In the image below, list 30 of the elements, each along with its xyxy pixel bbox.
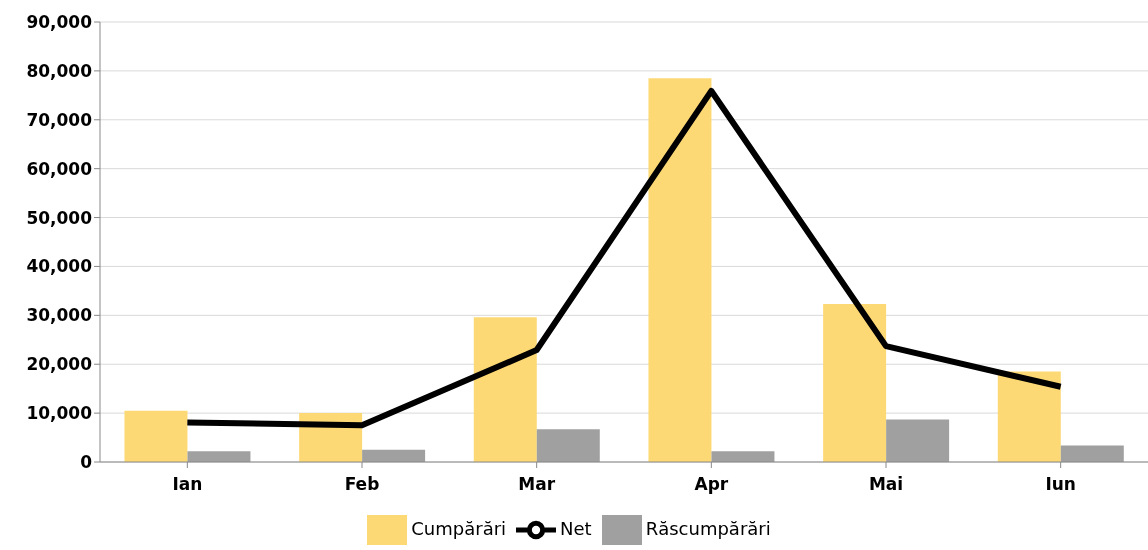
bar <box>1060 445 1124 462</box>
legend-label: Cumpărări <box>411 518 507 539</box>
bar <box>997 371 1061 462</box>
x-tick-label: Iun <box>1045 474 1076 495</box>
bar <box>124 410 188 462</box>
y-tick-label: 70,000 <box>26 109 93 130</box>
bar <box>823 304 887 462</box>
x-tick-label: Feb <box>344 474 380 495</box>
y-tick-label: 60,000 <box>26 158 93 179</box>
legend-label: Net <box>560 518 592 539</box>
bar <box>886 419 950 462</box>
bar <box>711 451 775 462</box>
y-tick-label: 90,000 <box>26 12 93 33</box>
bar <box>473 317 537 462</box>
x-tick-label: Mai <box>868 474 904 495</box>
x-tick-label: Apr <box>694 474 729 495</box>
y-tick-label: 80,000 <box>26 60 93 81</box>
bar <box>648 78 712 462</box>
x-tick-label: Mar <box>518 474 556 495</box>
y-tick-label: 20,000 <box>26 354 93 375</box>
y-tick-label: 40,000 <box>26 256 93 277</box>
bar <box>362 449 426 462</box>
bar <box>187 451 251 462</box>
legend-label: Răscumpărări <box>645 518 771 539</box>
y-tick-label: 50,000 <box>26 207 93 228</box>
y-tick-label: 0 <box>80 452 93 473</box>
y-tick-label: 30,000 <box>26 305 93 326</box>
x-tick-label: Ian <box>172 474 203 495</box>
y-tick-label: 10,000 <box>26 403 93 424</box>
bar <box>536 429 600 462</box>
